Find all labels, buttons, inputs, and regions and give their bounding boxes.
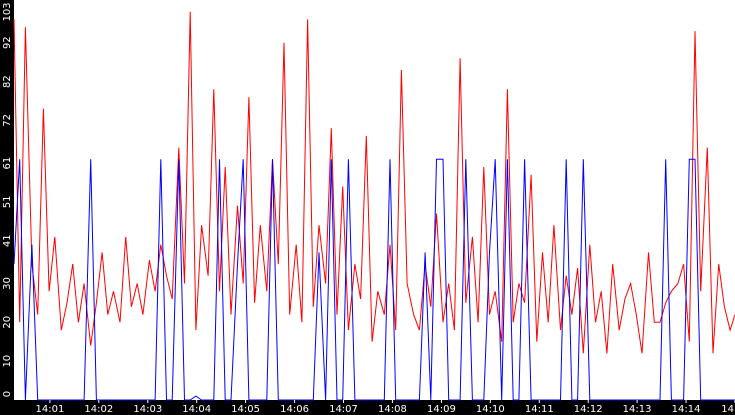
x-tick-label: 14:06 bbox=[280, 404, 309, 415]
x-axis-band bbox=[0, 400, 735, 415]
x-tick-label: 14:13 bbox=[623, 404, 652, 415]
x-tick-label: 14:12 bbox=[574, 404, 603, 415]
series-line-2 bbox=[13, 158, 735, 401]
y-tick-label: 92 bbox=[2, 36, 13, 49]
y-tick-label: 61 bbox=[2, 157, 13, 170]
x-tick-label: 14:03 bbox=[133, 404, 162, 415]
x-tick-label: 14:04 bbox=[182, 404, 211, 415]
y-tick-label: 72 bbox=[2, 114, 13, 127]
x-tick-label: 14:01 bbox=[35, 404, 64, 415]
y-tick-label: 51 bbox=[2, 196, 13, 209]
y-tick-label: 103 bbox=[2, 2, 13, 21]
x-tick-label: 14:07 bbox=[329, 404, 358, 415]
x-tick-label: 14:14 bbox=[672, 404, 701, 415]
series-layer bbox=[13, 11, 735, 401]
series-line-1 bbox=[13, 11, 735, 354]
x-tick-label: 14:10 bbox=[476, 404, 505, 415]
x-tick-label: 14:02 bbox=[84, 404, 113, 415]
y-axis-ticks: 0 10 20 30 41 51 61 72 82 92 103 bbox=[2, 2, 13, 397]
x-tick-label: 14:05 bbox=[231, 404, 260, 415]
x-tick-label: 14:08 bbox=[378, 404, 407, 415]
x-tick-label: 14:11 bbox=[525, 404, 554, 415]
x-tick-label: 14 bbox=[721, 404, 734, 415]
x-tick-label: 14:09 bbox=[427, 404, 456, 415]
y-tick-label: 10 bbox=[2, 355, 13, 368]
y-tick-label: 0 bbox=[2, 391, 13, 397]
y-tick-label: 82 bbox=[2, 75, 13, 88]
y-tick-label: 41 bbox=[2, 234, 13, 247]
y-tick-label: 30 bbox=[2, 277, 13, 290]
y-tick-label: 20 bbox=[2, 316, 13, 329]
y-axis-band bbox=[0, 0, 14, 415]
x-axis-ticks: 14:01 14:02 14:03 14:04 14:05 14:06 14:07 14:08… bbox=[35, 400, 735, 415]
